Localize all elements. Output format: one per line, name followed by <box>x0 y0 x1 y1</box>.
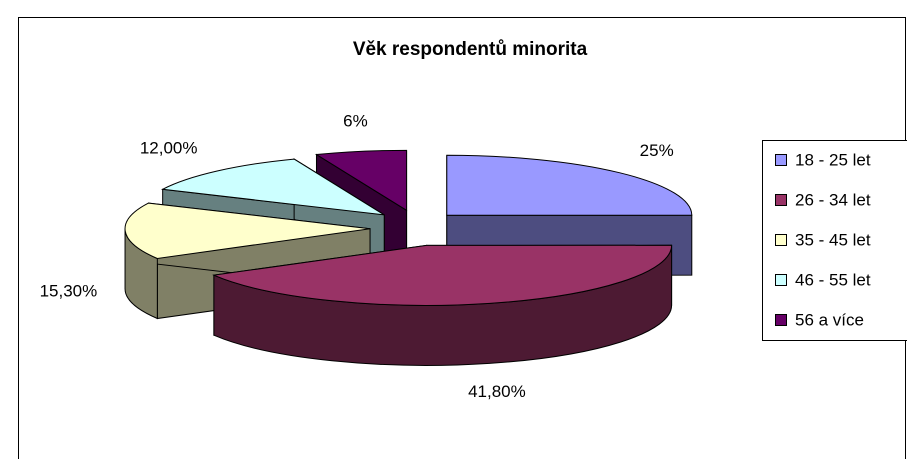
data-label: 12,00% <box>140 139 198 158</box>
legend-label: 18 - 25 let <box>795 150 871 169</box>
legend-swatch <box>775 314 787 326</box>
data-label: 15,30% <box>40 282 98 301</box>
data-label: 6% <box>343 111 368 130</box>
legend-label: 56 a více <box>795 310 864 329</box>
legend-label: 35 - 45 let <box>795 230 871 249</box>
legend-label: 46 - 55 let <box>795 270 871 289</box>
legend-swatch <box>775 154 787 166</box>
slice <box>314 149 408 212</box>
legend-swatch <box>775 194 787 206</box>
slice <box>160 158 385 216</box>
chart-title: Věk respondentů minorita <box>353 39 588 60</box>
slice <box>124 202 371 260</box>
legend-label: 26 - 34 let <box>795 190 871 209</box>
data-label: 41,80% <box>468 382 526 401</box>
data-label: 25% <box>640 141 674 160</box>
legend-swatch <box>775 274 787 286</box>
legend-swatch <box>775 234 787 246</box>
slice <box>446 154 693 216</box>
slice <box>212 244 673 306</box>
